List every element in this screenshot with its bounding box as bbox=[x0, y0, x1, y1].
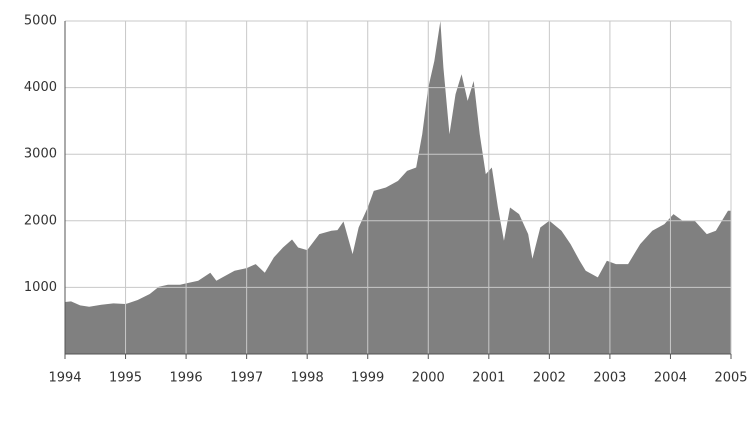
x-tick-label: 2000 bbox=[412, 371, 445, 386]
y-tick-label: 3000 bbox=[24, 147, 57, 162]
x-tick-label: 1999 bbox=[351, 371, 384, 386]
y-tick-label: 2000 bbox=[24, 213, 57, 228]
x-tick-label: 2004 bbox=[654, 371, 687, 386]
x-tick-label: 1995 bbox=[109, 371, 142, 386]
y-tick-label: 4000 bbox=[24, 80, 57, 95]
x-tick-label: 1994 bbox=[48, 371, 81, 386]
x-tick-label: 2005 bbox=[714, 371, 747, 386]
x-tick-label: 2001 bbox=[472, 371, 505, 386]
x-tick-label: 1998 bbox=[291, 371, 324, 386]
x-tick-label: 2002 bbox=[533, 371, 566, 386]
y-tick-label: 1000 bbox=[24, 280, 57, 295]
x-tick-label: 1997 bbox=[230, 371, 263, 386]
y-tick-label: 5000 bbox=[24, 14, 57, 29]
x-tick-label: 2003 bbox=[593, 371, 626, 386]
area bbox=[65, 21, 731, 354]
x-tick-label: 1996 bbox=[170, 371, 203, 386]
